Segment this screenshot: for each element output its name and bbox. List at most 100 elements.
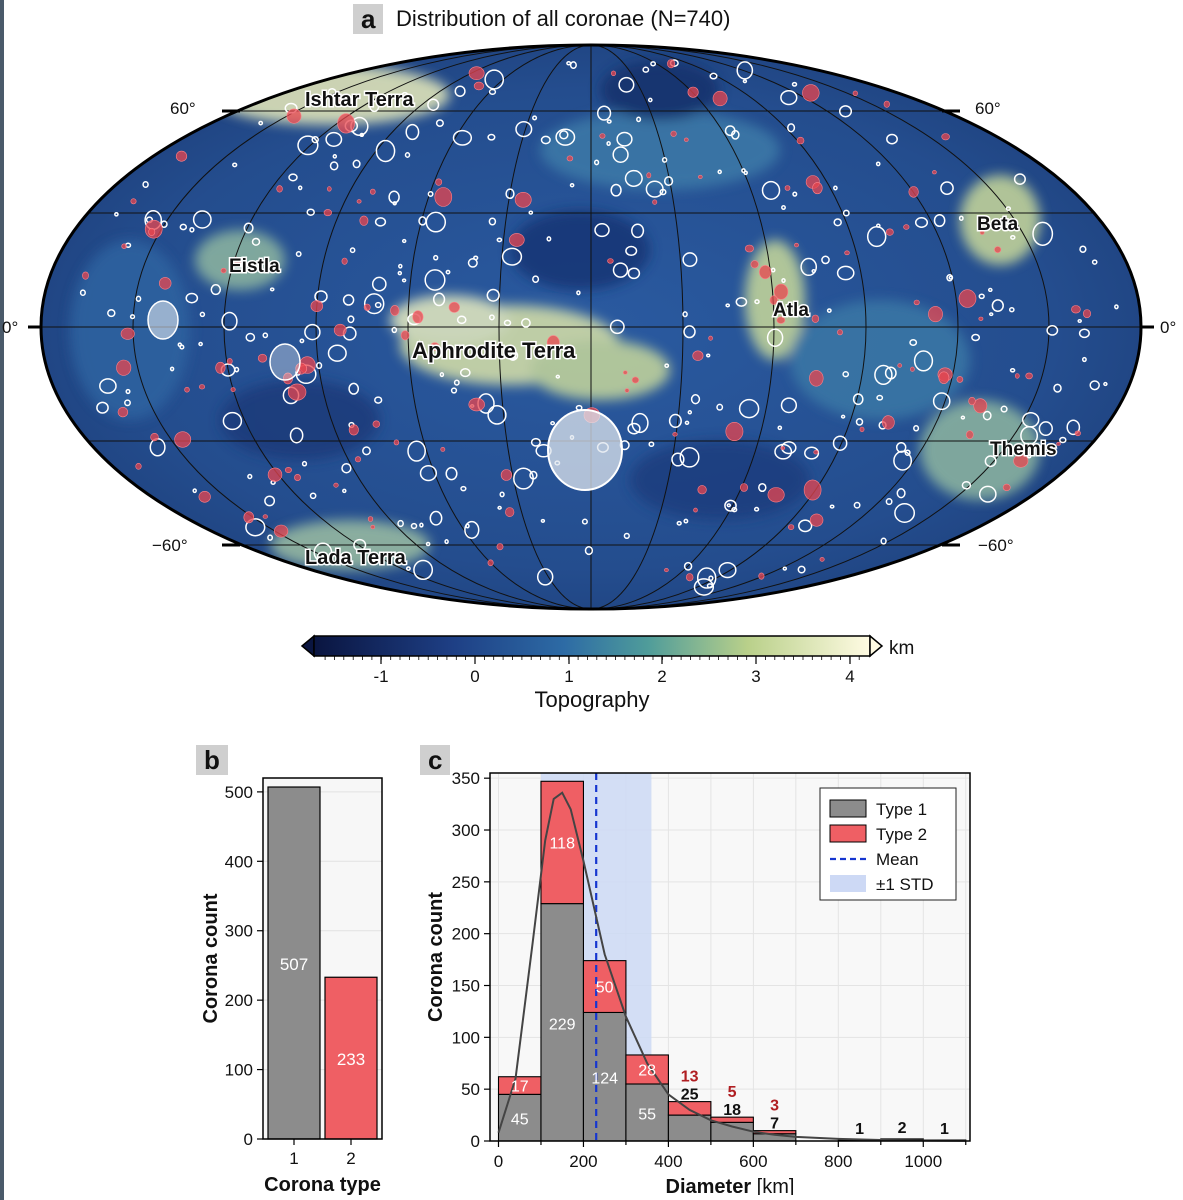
type1-corona-marker	[247, 473, 253, 480]
type1-corona-marker	[315, 362, 323, 370]
type1-corona-marker	[960, 415, 966, 420]
type1-corona-marker	[288, 173, 298, 182]
bar-type1	[582, 1011, 627, 1142]
type2-corona-marker	[780, 446, 786, 451]
type1-corona-marker	[631, 412, 649, 434]
type1-corona-marker	[1038, 421, 1053, 437]
y-tick-label: 400	[225, 852, 253, 871]
type1-corona-marker	[609, 319, 625, 335]
type2-corona-marker	[1013, 454, 1029, 468]
type2-corona-marker	[697, 174, 703, 179]
type2-corona-marker	[354, 456, 361, 463]
type1-corona-marker	[401, 91, 409, 100]
type1-corona-marker	[880, 537, 887, 545]
type1-corona-marker	[668, 413, 682, 429]
type1-corona-marker	[107, 309, 116, 318]
type1-corona-marker	[948, 275, 953, 280]
type1-corona-marker	[742, 79, 748, 84]
type2-corona-marker	[910, 366, 915, 372]
type2-corona-marker	[622, 370, 628, 375]
type2-corona-marker	[693, 507, 698, 513]
type1-corona-marker	[410, 522, 418, 530]
type1-corona-marker	[780, 397, 798, 414]
type1-corona-marker	[663, 176, 674, 187]
y-tick-label: 50	[461, 1080, 480, 1099]
type1-corona-marker	[79, 289, 86, 297]
type1-corona-marker	[676, 520, 682, 526]
type1-corona-marker	[833, 218, 842, 227]
type1-corona-marker	[245, 518, 266, 537]
y-tick-label: 0	[244, 1130, 253, 1149]
type2-corona-marker	[978, 316, 984, 321]
legend-type2-swatch	[829, 824, 867, 843]
type2-corona-marker	[859, 426, 865, 433]
type1-corona-marker	[958, 215, 964, 221]
type1-corona-marker	[811, 269, 816, 274]
type1-corona-marker	[826, 308, 832, 313]
type1-corona-marker	[427, 190, 434, 198]
type1-value-label: 7	[770, 1116, 779, 1133]
type1-corona-marker	[245, 332, 256, 342]
type2-corona-marker	[227, 358, 233, 365]
type2-value-label: 28	[638, 1062, 656, 1079]
type1-corona-marker	[726, 503, 732, 508]
type2-corona-marker	[135, 462, 142, 470]
type1-corona-marker	[708, 575, 714, 582]
type1-corona-marker	[988, 312, 994, 317]
panel-b-label: b	[196, 745, 228, 775]
type2-corona-marker	[294, 473, 301, 481]
type2-corona-marker	[257, 353, 268, 363]
type2-corona-marker	[267, 467, 283, 482]
type1-corona-marker	[456, 315, 467, 325]
type2-corona-marker	[819, 557, 825, 562]
cb-tick-1: 1	[564, 667, 573, 686]
type2-corona-marker	[262, 514, 268, 519]
type1-corona-marker	[267, 534, 274, 541]
type1-corona-marker	[718, 561, 737, 579]
type1-corona-marker	[269, 287, 275, 292]
type2-corona-marker	[500, 469, 513, 481]
type1-corona-marker	[909, 339, 918, 346]
type2-corona-marker	[468, 66, 485, 80]
type1-corona-marker	[982, 410, 992, 421]
type2-corona-marker	[744, 244, 754, 253]
panel-a-label: a	[353, 4, 384, 34]
type1-corona-marker	[169, 366, 175, 372]
type1-corona-marker	[593, 159, 600, 166]
type1-corona-marker	[459, 368, 471, 378]
type1-corona-marker	[532, 275, 540, 284]
type1-corona-marker	[741, 168, 746, 174]
type1-value-label: 25	[681, 1087, 699, 1104]
type2-corona-marker	[759, 265, 772, 280]
type1-corona-marker	[341, 462, 352, 474]
type1-corona-marker	[1009, 367, 1016, 373]
type2-corona-marker	[932, 170, 937, 175]
type2-corona-marker	[287, 383, 307, 401]
type2-corona-marker	[672, 432, 678, 437]
type1-corona-marker	[738, 398, 760, 419]
type1-corona-marker	[884, 366, 897, 380]
type1-corona-marker	[736, 61, 754, 80]
legend-std-label: ±1 STD	[876, 875, 934, 894]
type1-corona-marker	[612, 146, 629, 163]
bar-type2	[540, 780, 585, 905]
type2-corona-marker	[198, 490, 211, 503]
type1-corona-marker	[594, 223, 610, 238]
type1-corona-marker	[647, 97, 653, 103]
type1-corona-marker	[530, 437, 541, 447]
type2-corona-marker	[973, 398, 988, 414]
axes-frame	[262, 777, 383, 1140]
type1-corona-marker	[488, 314, 495, 321]
cb-tick-3: 3	[751, 667, 760, 686]
bar-type1	[540, 903, 585, 1142]
type1-corona-marker	[503, 319, 512, 327]
y-axis-label: Corona count	[200, 893, 222, 1023]
type1-corona-marker	[342, 294, 355, 306]
axes-frame	[489, 772, 971, 1142]
type1-corona-marker	[192, 210, 212, 229]
type1-corona-marker	[429, 510, 443, 526]
type1-corona-marker	[445, 269, 451, 275]
cb-tick-2: 2	[657, 667, 666, 686]
region-eistla: Eistla	[229, 256, 280, 277]
type1-corona-marker	[754, 299, 760, 305]
